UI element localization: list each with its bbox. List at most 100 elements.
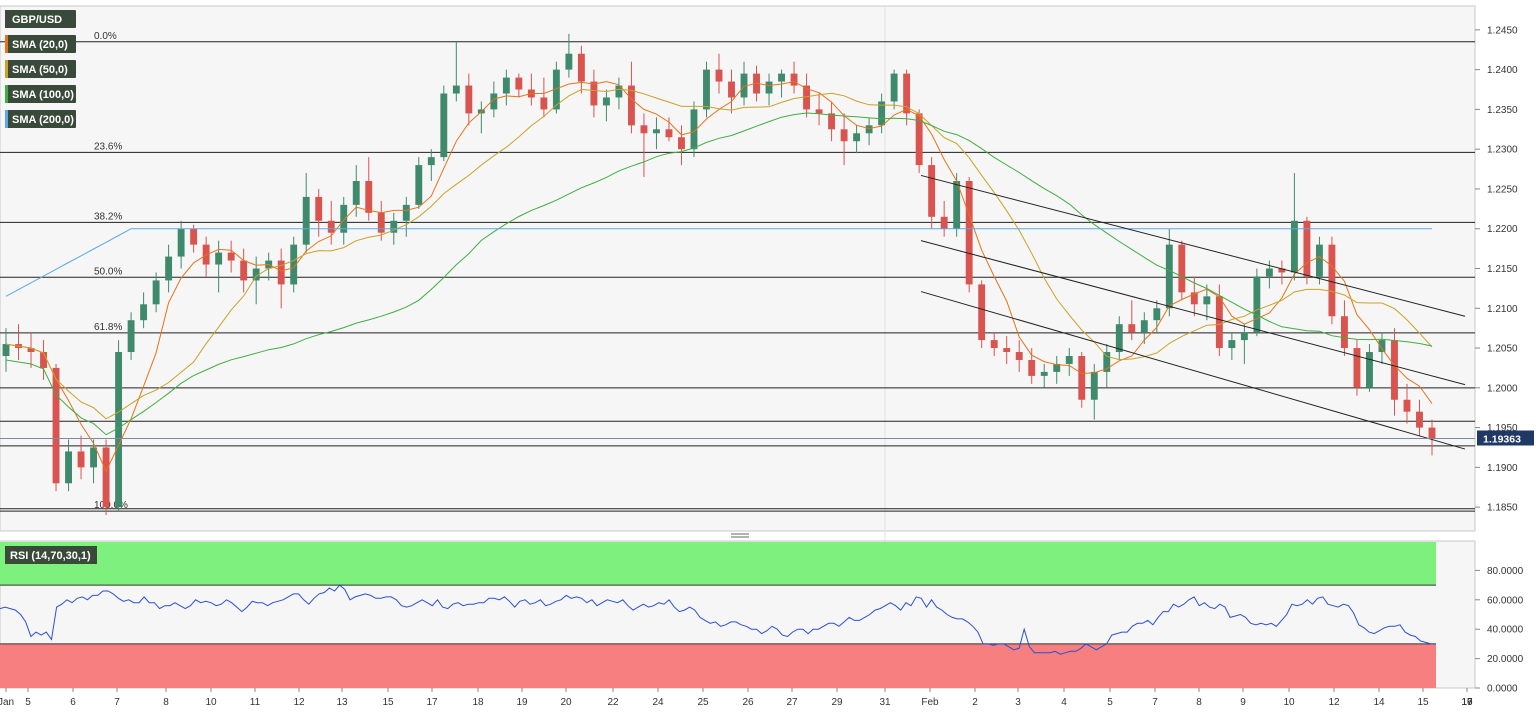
- candle-body: [165, 256, 173, 281]
- candle-body: [402, 204, 410, 221]
- candle-body: [1053, 363, 1061, 372]
- price-background: [0, 5, 1476, 532]
- fib-label: 0.0%: [94, 31, 117, 42]
- candle-body: [140, 304, 148, 321]
- x-tick-label: 9: [1240, 697, 1246, 708]
- y-tick-label: 1.2100: [1487, 304, 1518, 315]
- candle-body: [1103, 352, 1111, 372]
- x-tick-label: 15: [382, 697, 394, 708]
- x-tick-label: 8: [1196, 697, 1202, 708]
- candle-body: [1040, 371, 1048, 376]
- candle-body: [928, 165, 936, 217]
- candle-body: [565, 53, 573, 70]
- candle-body: [1203, 296, 1211, 305]
- x-tick-label: 15: [1417, 697, 1429, 708]
- candle-body: [1416, 411, 1423, 428]
- candle-body: [1078, 356, 1086, 400]
- candle-body: [277, 260, 285, 285]
- candle-body: [640, 125, 648, 134]
- candle-body: [815, 109, 823, 114]
- x-tick-label: 4: [1061, 697, 1067, 708]
- x-tick-label: Jan: [0, 697, 14, 708]
- sma-200-line: [5, 228, 1432, 297]
- candle-body: [1378, 340, 1386, 353]
- legend-swatch: [5, 60, 8, 78]
- candle-body: [1315, 244, 1323, 277]
- y-tick-label: 1.2350: [1487, 105, 1518, 116]
- channel-line: [920, 240, 1466, 386]
- x-tick-label: 14: [1373, 697, 1385, 708]
- x-axis: Jan 5 6 7 8 10 11 12 13 15 17 18 19 20 22 24 25 26 27 29 31 F…: [0, 688, 1473, 708]
- candle-body: [590, 81, 598, 106]
- candle-body: [853, 133, 861, 142]
- x-tick-label: 10: [1283, 697, 1295, 708]
- candle-body: [102, 447, 110, 508]
- candle-body: [665, 129, 673, 138]
- candle-body: [890, 73, 898, 102]
- candle-body: [1128, 324, 1136, 333]
- current-price-tag: [1477, 430, 1534, 446]
- y-tick-label: 1.2400: [1487, 65, 1518, 76]
- candle-body: [602, 97, 610, 106]
- x-tick-label: 6: [70, 697, 76, 708]
- rsi-tick-label: 60.0000: [1487, 595, 1524, 606]
- x-tick-label: 27: [786, 697, 798, 708]
- candle-body: [1153, 308, 1161, 321]
- candle-body: [715, 69, 723, 82]
- x-tick-label: 11: [250, 697, 261, 708]
- x-tick-label: 20: [560, 697, 572, 708]
- candle-body: [1140, 320, 1148, 333]
- candle-body: [490, 93, 498, 110]
- candle-body: [703, 69, 710, 110]
- candle-body: [340, 204, 348, 233]
- y-tick-label: 1.1950: [1487, 423, 1518, 434]
- candle-body: [240, 260, 248, 281]
- candle-body: [828, 113, 836, 130]
- candle-body: [1090, 371, 1098, 400]
- fib-label: 100.0%: [94, 500, 128, 511]
- x-tick-label: 10: [205, 697, 217, 708]
- legend-label: SMA (20,0): [12, 39, 68, 51]
- sma-50-line: [5, 88, 1433, 420]
- legend-swatch: [5, 85, 8, 103]
- x-tick-label: 25: [697, 697, 709, 708]
- candle-body: [377, 212, 385, 233]
- candle-body: [27, 348, 35, 353]
- candle-body: [915, 113, 923, 166]
- candle-body: [90, 447, 98, 468]
- candle-body: [1028, 359, 1036, 376]
- candle-body: [415, 165, 423, 205]
- candle-body: [1303, 220, 1311, 277]
- candle-body: [1290, 220, 1298, 273]
- candle-body: [953, 181, 961, 229]
- rsi-line: [0, 584, 1436, 655]
- y-tick-label: 1.1850: [1487, 503, 1518, 514]
- x-tick-label: 18: [472, 697, 484, 708]
- candle-body: [865, 125, 873, 134]
- candle-body: [678, 137, 685, 150]
- candle-body: [127, 320, 135, 353]
- candle-body: [615, 85, 623, 98]
- candle-body: [1240, 332, 1248, 341]
- candle-body: [653, 129, 660, 134]
- candle-body: [903, 73, 911, 114]
- candle-body: [315, 196, 323, 221]
- candle-body: [1391, 340, 1398, 400]
- candle-body: [690, 109, 698, 150]
- y-tick-label: 1.2250: [1487, 184, 1518, 195]
- candle-body: [227, 252, 235, 261]
- rsi-tick-label: 80.0000: [1487, 566, 1524, 577]
- candle-body: [540, 97, 548, 110]
- candle-body: [1003, 348, 1011, 353]
- candle-body: [765, 81, 773, 94]
- legend-label: SMA (50,0): [12, 64, 68, 76]
- legend-swatch: [5, 10, 8, 28]
- candle-body: [302, 196, 310, 245]
- candle-body: [1165, 244, 1173, 309]
- candle-body: [365, 181, 373, 213]
- x-tick-label: 2: [972, 697, 978, 708]
- legend-box: [5, 85, 76, 103]
- legend-box: [5, 10, 76, 28]
- candle-body: [115, 352, 123, 508]
- candle-body: [1265, 268, 1273, 277]
